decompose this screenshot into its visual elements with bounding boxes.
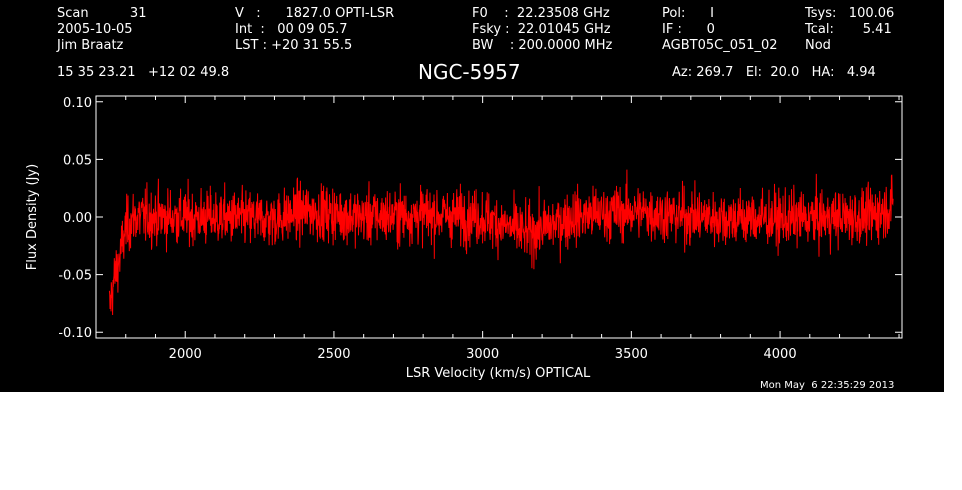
series-spectrum bbox=[108, 169, 894, 316]
x-tick-label: 3500 bbox=[615, 347, 648, 362]
header-col2-line2: Int : 00 09 05.7 bbox=[235, 22, 348, 37]
x-tick-label: 2500 bbox=[317, 347, 350, 362]
x-tick-label: 4000 bbox=[764, 347, 797, 362]
header-col4-line1: Pol: I bbox=[662, 6, 714, 21]
y-tick-label: -0.10 bbox=[58, 326, 92, 341]
y-tick-label: 0.00 bbox=[63, 211, 92, 226]
header-col1-line2: 2005-10-05 bbox=[57, 22, 133, 37]
header-mode: Nod bbox=[805, 38, 831, 53]
header-tsys: Tsys: 100.06 bbox=[805, 6, 895, 21]
y-tick-label: 0.10 bbox=[63, 96, 92, 111]
header-col1-line3: Jim Braatz bbox=[57, 38, 124, 53]
header-col3-line3: BW : 200.0000 MHz bbox=[472, 38, 613, 53]
x-tick-label: 2000 bbox=[169, 347, 202, 362]
header-col4-line3: AGBT05C_051_02 bbox=[662, 38, 778, 53]
header-col1-line1: Scan 31 bbox=[57, 6, 147, 21]
y-axis-ticks: -0.10 -0.05 0.00 0.05 0.10 bbox=[58, 96, 902, 341]
header-col2-line3: LST : +20 31 55.5 bbox=[235, 38, 353, 53]
y-tick-label: 0.05 bbox=[63, 153, 92, 168]
x-axis-ticks: 2000 2500 3000 3500 4000 bbox=[125, 96, 900, 362]
header-col3-line2: Fsky : 22.01045 GHz bbox=[472, 22, 611, 37]
y-axis-label: Flux Density (Jy) bbox=[25, 164, 40, 270]
source-title: NGC-5957 bbox=[418, 60, 521, 84]
spectrum-chart: -0.10 -0.05 0.00 0.05 0.10 2000 2500 3000 3500 4… bbox=[25, 95, 903, 381]
timestamp: Mon May 6 22:35:29 2013 bbox=[760, 380, 895, 391]
x-tick-label: 3000 bbox=[466, 347, 499, 362]
header-pointing: Az: 269.7 El: 20.0 HA: 4.94 bbox=[672, 65, 876, 80]
header-col4-line2: IF : 0 bbox=[662, 22, 715, 37]
header-coords: 15 35 23.21 +12 02 49.8 bbox=[57, 65, 230, 80]
y-tick-label: -0.05 bbox=[58, 269, 92, 284]
header-col2-line1: V : 1827.0 OPTI-LSR bbox=[235, 6, 395, 21]
plot-panel: Scan 31 2005-10-05 Jim Braatz V : 1827.0… bbox=[0, 0, 944, 392]
header-tcal: Tcal: 5.41 bbox=[805, 22, 892, 37]
header-col3-line1: F0 : 22.23508 GHz bbox=[472, 6, 610, 21]
x-axis-label: LSR Velocity (km/s) OPTICAL bbox=[406, 366, 591, 381]
